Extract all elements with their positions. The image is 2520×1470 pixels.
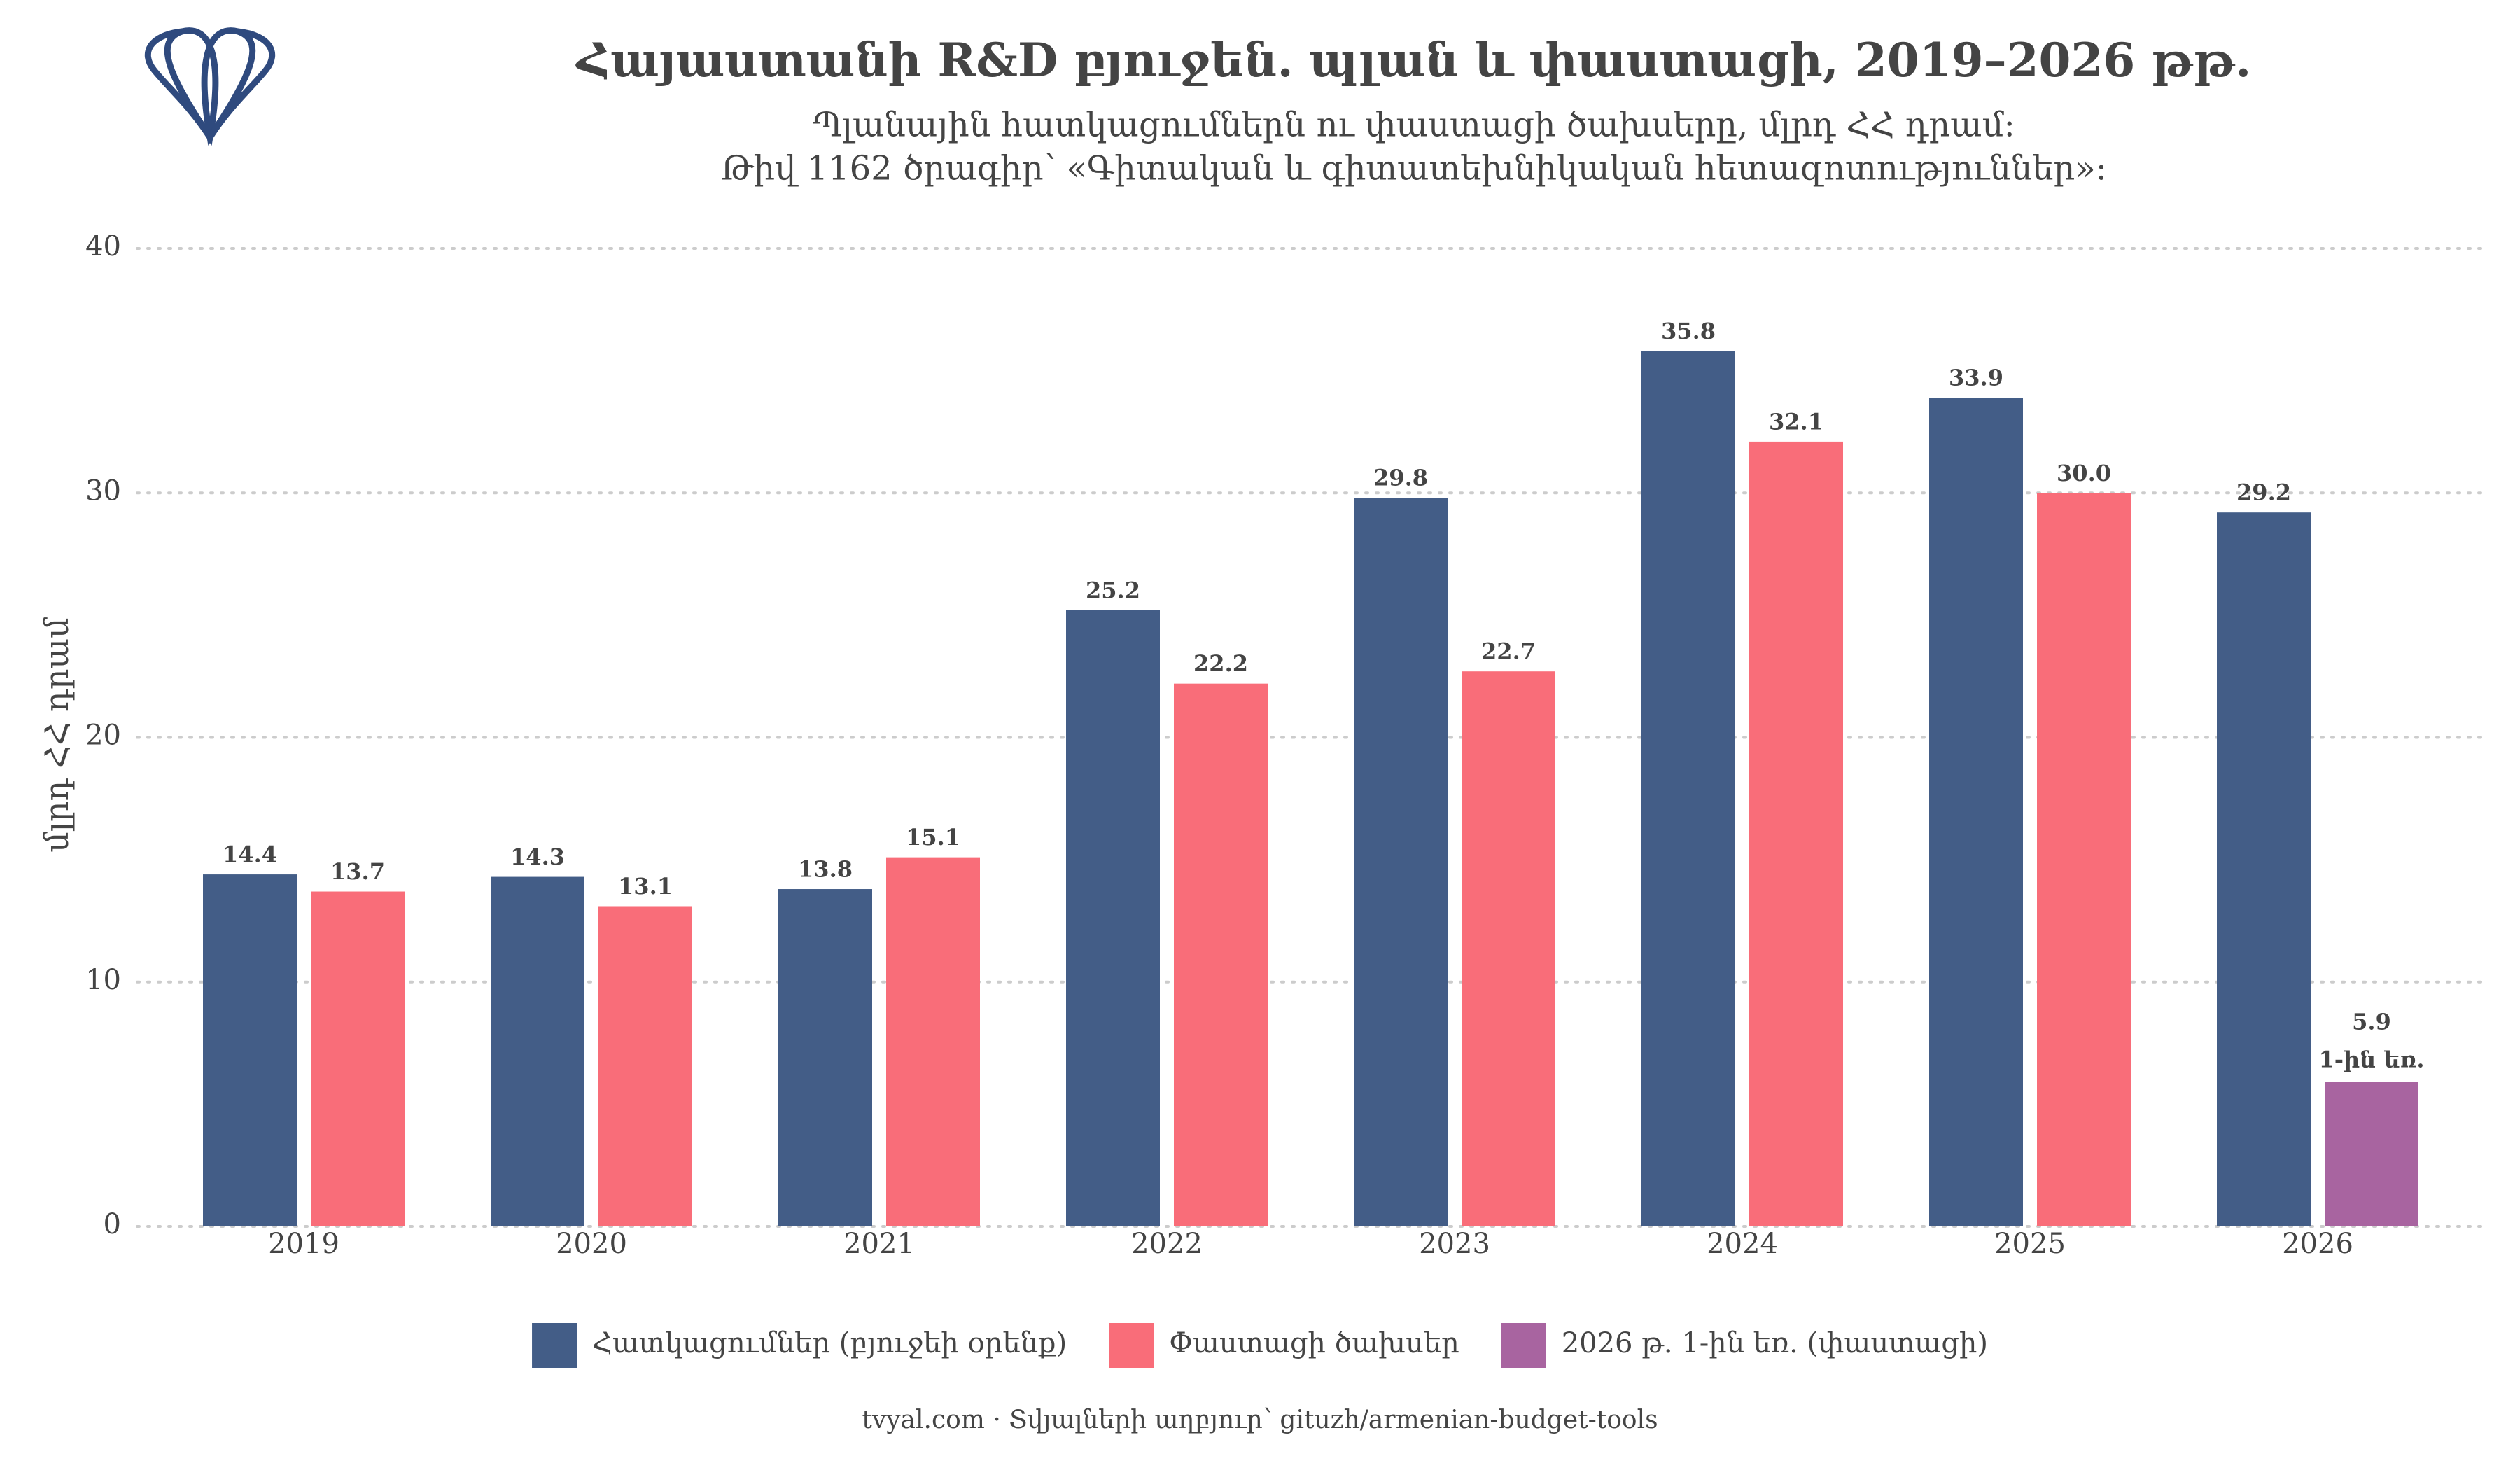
x-tick-label: 2022 (1131, 1228, 1203, 1260)
x-tick-label: 2025 (1994, 1228, 2066, 1260)
bar (1354, 498, 1448, 1226)
y-tick-label: 0 (104, 1208, 121, 1240)
legend-label: 2026 թ. 1-ին եռ. (փաստացի) (1562, 1327, 1988, 1359)
x-tick-label: 2019 (268, 1228, 340, 1260)
legend-label: Փաստացի ծախսեր (1169, 1327, 1460, 1359)
legend-swatch (1109, 1323, 1154, 1368)
y-tick-label: 20 (85, 720, 121, 752)
value-label: 13.7 (330, 858, 385, 885)
bar (1462, 671, 1555, 1226)
bar (778, 889, 872, 1226)
value-label: 33.9 (1949, 365, 2003, 391)
value-label: 29.8 (1373, 465, 1428, 491)
x-tick-label: 2021 (844, 1228, 915, 1260)
value-label: 35.8 (1661, 318, 1716, 344)
bar (2325, 1082, 2418, 1226)
bar (311, 891, 405, 1226)
value-label: 14.3 (510, 844, 565, 870)
value-label: 25.2 (1086, 577, 1140, 603)
value-label: 30.0 (2057, 460, 2111, 486)
logo (144, 27, 276, 146)
x-tick-label: 2020 (556, 1228, 627, 1260)
x-tick-label: 2024 (1707, 1228, 1778, 1260)
bar (1929, 398, 2023, 1226)
y-tick-label: 10 (85, 964, 121, 996)
value-label: 22.2 (1194, 650, 1248, 677)
legend-swatch (1501, 1323, 1546, 1368)
footer: tvyal.com · Տվյալների աղբյուր՝ gituzh/ar… (862, 1406, 1658, 1434)
bar (1642, 351, 1735, 1226)
legend-label: Հատկացումներ (բյուջեի օրենք) (592, 1327, 1067, 1359)
value-label: 15.1 (906, 824, 960, 850)
value-label: 29.2 (2236, 479, 2291, 506)
x-tick-label: 2026 (2282, 1228, 2353, 1260)
bar (1066, 610, 1160, 1226)
bar (491, 876, 584, 1226)
subtitle: Պլանային հատկացումներն ու փաստացի ծախսեր… (813, 106, 2015, 145)
y-tick-label: 40 (85, 230, 121, 262)
y-axis-label: մլրդ ՀՀ դրամ (38, 617, 76, 853)
legend-swatch (532, 1323, 578, 1368)
bar (598, 906, 692, 1226)
bar (1174, 683, 1268, 1226)
bar-note: 1-ին եռ. (2318, 1046, 2424, 1072)
bar (203, 874, 297, 1226)
bar (886, 857, 980, 1226)
chart-title: Հայաստանի R&D բյուջեն. պլան և փաստացի, 2… (575, 33, 2251, 88)
x-tick-label: 2023 (1419, 1228, 1490, 1260)
bar (2037, 493, 2131, 1226)
value-label: 13.1 (618, 873, 673, 899)
value-label: 5.9 (2352, 1008, 2391, 1035)
value-label: 14.4 (223, 841, 277, 868)
subtitle: Թիվ 1162 ծրագիր՝ «Գիտական և գիտատեխնիկակ… (721, 149, 2107, 188)
bar (1749, 441, 1843, 1226)
y-tick-label: 30 (85, 475, 121, 507)
value-label: 32.1 (1769, 408, 1823, 435)
value-label: 13.8 (798, 856, 853, 883)
bar (2217, 512, 2311, 1226)
value-label: 22.7 (1481, 638, 1536, 665)
